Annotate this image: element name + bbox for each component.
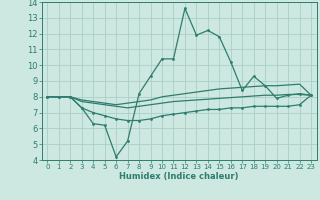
X-axis label: Humidex (Indice chaleur): Humidex (Indice chaleur) — [119, 172, 239, 181]
